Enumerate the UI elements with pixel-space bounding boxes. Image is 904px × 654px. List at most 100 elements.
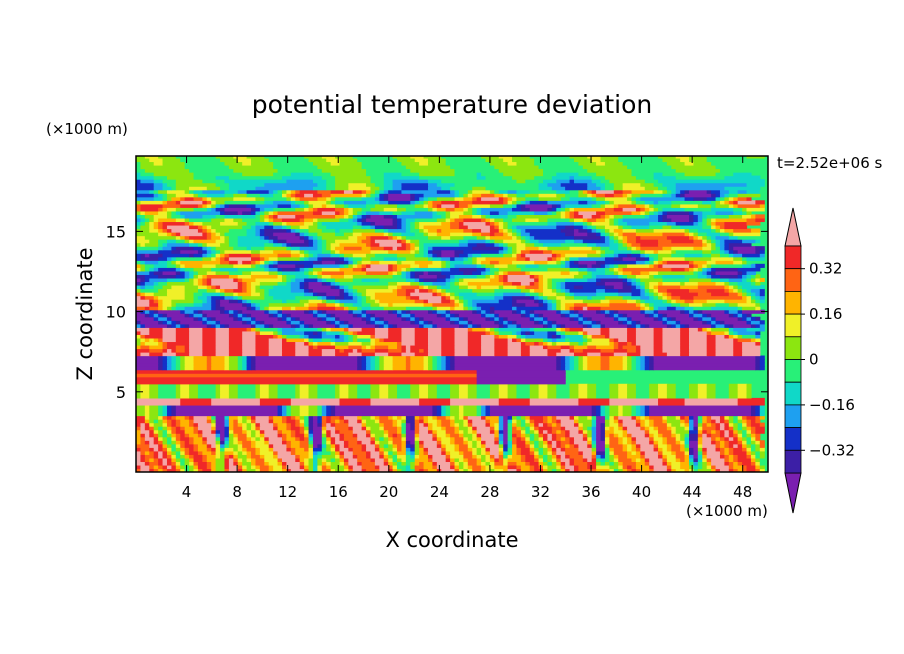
contour-cell bbox=[335, 390, 341, 395]
contour-cell bbox=[215, 447, 221, 452]
contour-cell bbox=[494, 327, 500, 332]
contour-cell bbox=[494, 295, 504, 300]
contour-cell bbox=[335, 249, 341, 254]
contour-cell bbox=[640, 277, 664, 283]
contour-cell bbox=[136, 302, 150, 307]
contour-cell bbox=[609, 419, 615, 424]
contour-cell bbox=[158, 408, 164, 413]
contour-cell bbox=[237, 295, 243, 300]
contour-cell bbox=[379, 323, 385, 328]
contour-cell bbox=[666, 443, 672, 448]
contour-cell bbox=[613, 433, 619, 438]
contour-cell bbox=[255, 344, 270, 350]
contour-cell bbox=[494, 461, 504, 466]
contour-cell bbox=[401, 224, 407, 230]
contour-cell bbox=[158, 468, 164, 472]
contour-cell bbox=[467, 330, 487, 335]
contour-cell bbox=[658, 295, 664, 300]
contour-cell bbox=[304, 330, 314, 335]
contour-cell bbox=[671, 267, 686, 272]
contour-cell bbox=[454, 440, 464, 445]
contour-cell bbox=[388, 320, 411, 325]
contour-cell bbox=[215, 341, 230, 346]
contour-cell bbox=[339, 397, 372, 403]
contour-cell bbox=[370, 242, 380, 247]
contour-cell bbox=[211, 464, 217, 470]
contour-cell bbox=[321, 433, 327, 438]
contour-cell bbox=[507, 450, 513, 455]
contour-cell bbox=[543, 249, 553, 254]
contour-cell bbox=[565, 366, 571, 371]
contour-cell bbox=[715, 426, 721, 431]
contour-cell bbox=[189, 270, 195, 275]
contour-cell bbox=[326, 320, 332, 325]
contour-cell bbox=[259, 426, 274, 431]
contour-cell bbox=[596, 419, 606, 424]
contour-cell bbox=[578, 419, 593, 424]
contour-cell bbox=[153, 419, 159, 424]
contour-cell bbox=[370, 454, 380, 459]
contour-cell bbox=[427, 235, 442, 240]
contour-cell bbox=[640, 242, 659, 247]
contour-cell bbox=[397, 267, 403, 272]
contour-cell bbox=[662, 316, 668, 321]
contour-cell bbox=[494, 352, 509, 357]
contour-cell bbox=[728, 281, 739, 286]
contour-cell bbox=[233, 309, 239, 314]
contour-cell bbox=[259, 249, 274, 254]
contour-cell bbox=[259, 284, 274, 290]
contour-cell bbox=[242, 288, 248, 293]
contour-cell bbox=[755, 419, 761, 424]
contour-cell bbox=[697, 235, 703, 240]
contour-cell bbox=[211, 256, 217, 261]
contour-cell bbox=[321, 267, 341, 272]
contour-cell bbox=[689, 419, 695, 424]
contour-cell bbox=[755, 429, 765, 434]
contour-cell bbox=[432, 256, 442, 261]
contour-cell bbox=[427, 352, 442, 357]
contour-cell bbox=[255, 419, 270, 424]
contour-cell bbox=[498, 221, 504, 226]
contour-cell bbox=[481, 253, 504, 258]
contour-cell bbox=[715, 323, 725, 328]
contour-cell bbox=[547, 433, 553, 438]
contour-cell bbox=[414, 327, 429, 332]
contour-cell bbox=[715, 447, 721, 452]
contour-cell bbox=[711, 274, 721, 279]
contour-cell bbox=[578, 450, 584, 455]
contour-cell bbox=[158, 415, 164, 420]
contour-cell bbox=[197, 277, 203, 283]
contour-cell bbox=[649, 281, 659, 286]
contour-cell bbox=[162, 422, 168, 427]
contour-cell bbox=[427, 330, 442, 335]
contour-cell bbox=[653, 436, 664, 441]
contour-cell bbox=[507, 341, 522, 346]
contour-cell bbox=[175, 412, 279, 417]
contour-cell bbox=[175, 362, 181, 367]
contour-cell bbox=[587, 355, 602, 360]
contour-cell bbox=[246, 246, 252, 251]
contour-cell bbox=[149, 253, 164, 258]
contour-cell bbox=[627, 429, 646, 434]
contour-cell bbox=[427, 383, 438, 388]
contour-cell bbox=[419, 221, 442, 226]
contour-cell bbox=[335, 394, 341, 399]
contour-cell bbox=[498, 422, 504, 427]
contour-cell bbox=[339, 292, 345, 297]
contour-cell bbox=[547, 419, 553, 424]
contour-cell bbox=[273, 426, 279, 431]
contour-cell bbox=[618, 383, 628, 388]
contour-cell bbox=[264, 217, 270, 223]
contour-cell bbox=[343, 330, 349, 335]
contour-cell bbox=[193, 419, 208, 424]
contour-cell bbox=[627, 383, 637, 388]
contour-cell bbox=[268, 468, 274, 472]
contour-cell bbox=[339, 334, 345, 339]
contour-cell bbox=[742, 292, 748, 297]
contour-cell bbox=[317, 242, 323, 247]
contour-cell bbox=[737, 281, 752, 286]
contour-cell bbox=[649, 387, 659, 392]
contour-cell bbox=[689, 260, 695, 265]
contour-cell bbox=[251, 419, 257, 424]
contour-cell bbox=[622, 426, 628, 431]
